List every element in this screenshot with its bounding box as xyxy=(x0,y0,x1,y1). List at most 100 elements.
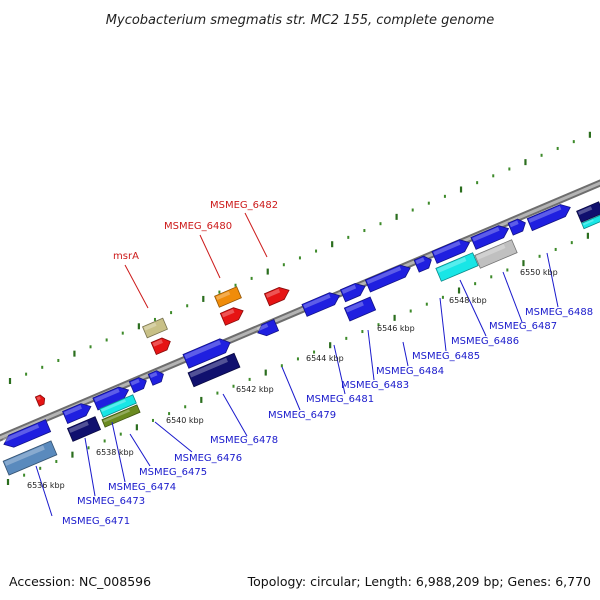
gene-feature[interactable] xyxy=(187,352,241,388)
gene-feature[interactable] xyxy=(1,419,52,451)
gene-body xyxy=(507,218,526,236)
gene-feature[interactable] xyxy=(431,237,472,264)
map-title: Mycobacterium smegmatis str. MC2 155, co… xyxy=(106,13,494,28)
gene-label-msmeg-6480[interactable]: MSMEG_6480 xyxy=(164,221,232,232)
gene-feature[interactable] xyxy=(435,252,479,282)
gene-label-msmeg-6484[interactable]: MSMEG_6484 xyxy=(376,366,444,377)
outer-tick xyxy=(170,311,173,315)
inner-tick xyxy=(264,369,267,376)
gene-feature[interactable] xyxy=(66,416,102,442)
gene-body xyxy=(187,352,241,388)
gene-feature[interactable] xyxy=(128,375,148,394)
leader-line xyxy=(35,465,53,517)
gene-label-msmeg-6471[interactable]: MSMEG_6471 xyxy=(62,516,130,527)
inner-tick xyxy=(409,309,412,313)
gene-label-msmeg-6478[interactable]: MSMEG_6478 xyxy=(210,435,278,446)
leader-line xyxy=(439,297,447,352)
gene-feature[interactable] xyxy=(2,440,58,476)
gene-label-msmeg-6475[interactable]: MSMEG_6475 xyxy=(139,467,207,478)
gene-feature[interactable] xyxy=(364,262,412,293)
gene-feature[interactable] xyxy=(413,254,434,273)
gene-label-msmeg-6487[interactable]: MSMEG_6487 xyxy=(489,321,557,332)
gene-feature[interactable] xyxy=(576,201,600,223)
inner-tick xyxy=(232,384,235,388)
inner-tick xyxy=(119,432,122,436)
outer-tick xyxy=(476,181,479,185)
gene-feature[interactable] xyxy=(62,401,94,424)
gene-label-msmeg-6481[interactable]: MSMEG_6481 xyxy=(306,394,374,405)
scale-label-6542: 6542 kbp xyxy=(236,385,274,394)
gene-label-msmeg-6479[interactable]: MSMEG_6479 xyxy=(268,410,336,421)
gene-feature[interactable] xyxy=(507,217,528,236)
scale-label-6550: 6550 kbp xyxy=(520,268,558,277)
gene-label-msmeg-6474[interactable]: MSMEG_6474 xyxy=(108,482,176,493)
gene-body xyxy=(219,307,244,326)
gene-feature[interactable] xyxy=(147,369,166,386)
gene-feature[interactable] xyxy=(339,280,367,303)
inner-tick xyxy=(151,418,154,422)
gene-body xyxy=(343,296,377,322)
gene-highlight xyxy=(509,220,519,228)
gene-feature[interactable] xyxy=(34,394,46,407)
leader-line xyxy=(84,437,96,497)
gene-feature[interactable] xyxy=(263,284,291,307)
leader-line xyxy=(111,421,126,483)
gene-feature[interactable] xyxy=(142,317,168,339)
gene-body xyxy=(128,377,147,394)
outer-tick xyxy=(105,338,108,342)
gene-highlight xyxy=(303,294,331,309)
inner-tick xyxy=(474,282,477,286)
gene-feature[interactable] xyxy=(182,336,233,369)
outer-tick xyxy=(8,378,12,384)
gene-label-msmeg-6485[interactable]: MSMEG_6485 xyxy=(412,351,480,362)
gene-label-msmeg-6486[interactable]: MSMEG_6486 xyxy=(451,336,519,347)
inner-tick xyxy=(71,451,74,458)
gene-label-msmeg-6482[interactable]: MSMEG_6482 xyxy=(210,200,278,211)
gene-feature[interactable] xyxy=(214,286,242,308)
gene-label-msmeg-6476[interactable]: MSMEG_6476 xyxy=(174,453,242,464)
inner-tick xyxy=(377,323,380,327)
gene-body xyxy=(147,370,164,386)
gene-label-msmeg-6473[interactable]: MSMEG_6473 xyxy=(77,496,145,507)
gene-highlight xyxy=(221,309,235,318)
outer-tick xyxy=(572,140,575,144)
gene-feature[interactable] xyxy=(219,305,245,326)
gene-highlight xyxy=(415,257,425,265)
inner-tick xyxy=(361,330,364,334)
gene-feature[interactable] xyxy=(474,239,518,269)
inner-tick xyxy=(39,466,42,470)
gene-feature[interactable] xyxy=(581,214,600,230)
outer-tick xyxy=(395,213,398,220)
gene-highlight xyxy=(582,219,594,226)
gene-body xyxy=(576,201,600,223)
gene-feature[interactable] xyxy=(255,319,280,339)
gene-highlight xyxy=(472,227,500,242)
gene-body xyxy=(364,264,411,293)
gene-highlight xyxy=(341,284,357,294)
outer-tick xyxy=(25,372,28,376)
inner-tick xyxy=(280,364,283,368)
gene-body xyxy=(142,317,168,339)
gene-feature[interactable] xyxy=(99,394,137,418)
gene-feature[interactable] xyxy=(301,290,342,317)
outer-tick xyxy=(588,131,591,138)
gene-feature[interactable] xyxy=(470,223,511,250)
gene-label-msra[interactable]: msrA xyxy=(113,251,139,262)
outer-tick xyxy=(443,194,446,198)
gene-feature[interactable] xyxy=(526,201,573,232)
gene-highlight xyxy=(184,340,222,360)
gene-label-msmeg-6488[interactable]: MSMEG_6488 xyxy=(525,307,593,318)
inner-tick xyxy=(103,439,106,443)
outer-tick xyxy=(89,345,92,349)
gene-feature[interactable] xyxy=(101,404,141,428)
outer-tick xyxy=(218,290,221,294)
gene-feature[interactable] xyxy=(92,384,131,411)
scale-label-6538: 6538 kbp xyxy=(96,448,134,457)
scale-label-6548: 6548 kbp xyxy=(449,296,487,305)
gene-label-msmeg-6483[interactable]: MSMEG_6483 xyxy=(341,380,409,391)
scale-labels: 6536 kbp 6538 kbp 6540 kbp 6542 kbp 6544… xyxy=(27,268,558,490)
gene-highlight xyxy=(63,404,82,416)
gene-feature[interactable] xyxy=(343,296,377,322)
inner-tick xyxy=(506,268,509,272)
gene-feature[interactable] xyxy=(150,335,173,356)
